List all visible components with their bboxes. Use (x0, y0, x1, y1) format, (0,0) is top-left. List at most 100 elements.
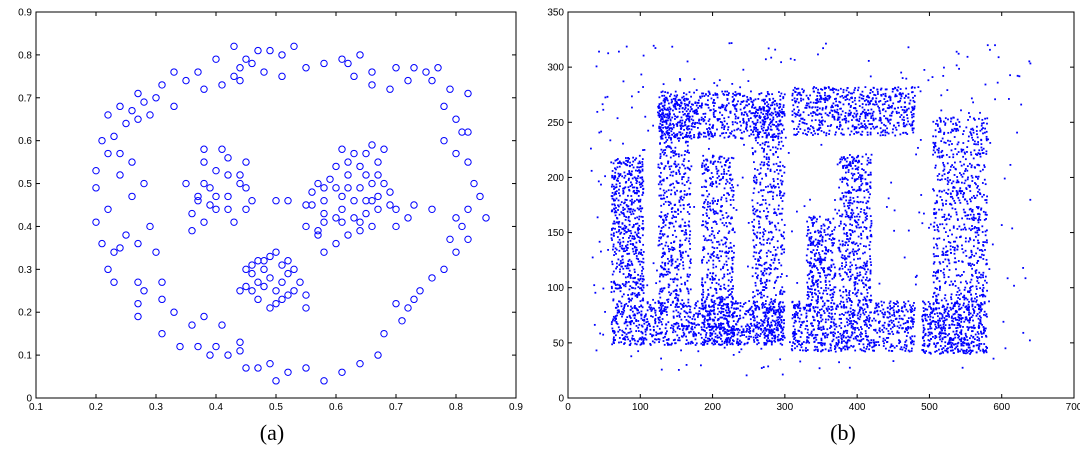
data-point (739, 335, 742, 337)
data-point (783, 192, 786, 195)
data-point (665, 127, 668, 130)
data-point (689, 131, 692, 134)
data-point (170, 102, 178, 111)
data-point (778, 91, 780, 93)
data-point (663, 309, 666, 311)
data-point (98, 136, 106, 145)
data-point (747, 119, 750, 122)
data-point (686, 128, 689, 131)
data-point (781, 306, 784, 309)
data-point (134, 278, 142, 286)
data-point (756, 321, 759, 324)
data-point (708, 205, 711, 208)
data-point (769, 170, 772, 173)
data-point (712, 325, 715, 328)
data-point (882, 340, 885, 343)
data-point (676, 306, 679, 308)
data-point (752, 104, 755, 106)
data-point (724, 242, 727, 245)
data-point (719, 344, 722, 346)
data-point (769, 125, 772, 128)
data-point (685, 237, 688, 240)
data-point (845, 345, 848, 348)
data-point (611, 260, 613, 263)
data-point (718, 296, 721, 299)
data-point (839, 107, 842, 110)
data-point (677, 322, 680, 325)
data-point (731, 316, 734, 319)
data-point (677, 163, 680, 166)
data-point (865, 103, 867, 106)
data-point (858, 96, 861, 99)
data-point (708, 310, 711, 313)
data-point (815, 113, 818, 116)
data-point (903, 346, 906, 349)
data-point (727, 102, 730, 105)
data-point (653, 341, 656, 344)
data-point (711, 185, 713, 188)
data-point (867, 96, 870, 99)
data-point (761, 177, 764, 180)
data-point (781, 286, 784, 289)
data-point (284, 291, 292, 299)
data-point (236, 179, 244, 188)
data-point (823, 131, 825, 134)
data-point (763, 286, 766, 288)
data-point (769, 149, 772, 151)
data-point (628, 171, 631, 174)
data-point (626, 324, 629, 327)
data-point (774, 267, 777, 269)
data-point (628, 223, 631, 226)
data-point (840, 306, 843, 309)
data-point (794, 336, 796, 339)
data-point (635, 293, 638, 296)
data-point (731, 343, 734, 346)
data-point (816, 129, 819, 131)
data-point (893, 325, 896, 328)
data-point (362, 209, 370, 218)
data-point (872, 339, 875, 342)
data-point (899, 324, 902, 327)
data-point (817, 311, 819, 314)
data-point (615, 168, 617, 171)
data-point (194, 342, 202, 351)
data-point (871, 112, 874, 115)
data-point (672, 300, 675, 303)
data-point (709, 318, 712, 321)
data-point (675, 294, 678, 296)
data-point (682, 160, 685, 163)
data-point (715, 256, 718, 259)
data-point (660, 171, 662, 174)
data-point (746, 129, 749, 132)
data-point (863, 112, 866, 114)
data-point (857, 317, 859, 320)
data-point (861, 90, 864, 93)
data-point (756, 277, 759, 280)
data-point (689, 134, 692, 137)
data-point (701, 92, 703, 95)
data-point (877, 302, 880, 305)
data-point (760, 189, 762, 192)
data-point (676, 125, 679, 127)
data-point (707, 325, 710, 328)
data-point (768, 133, 770, 136)
data-point (613, 211, 616, 214)
x-tick-label: 200 (704, 402, 721, 413)
data-point (672, 123, 674, 125)
y-tick-label: 300 (547, 63, 564, 74)
data-point (716, 241, 718, 243)
data-point (650, 310, 653, 312)
data-point (824, 99, 827, 101)
data-point (706, 168, 709, 171)
data-point (302, 64, 310, 72)
data-point (428, 76, 436, 85)
data-point (774, 322, 777, 325)
data-point (783, 113, 786, 115)
data-point (639, 337, 642, 340)
data-point (661, 151, 664, 154)
data-point (666, 196, 668, 198)
data-point (624, 186, 627, 189)
data-point (736, 128, 738, 131)
data-point (828, 97, 831, 100)
data-point (777, 276, 779, 278)
